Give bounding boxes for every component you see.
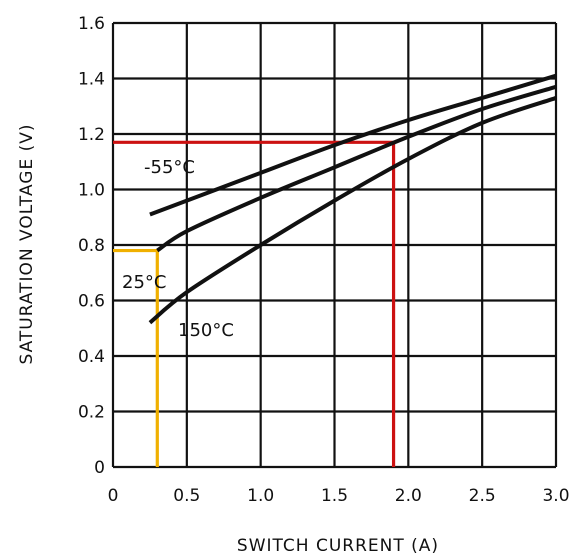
x-tick-label-2: 1.0 xyxy=(247,486,274,506)
y-tick-label-2: 0.4 xyxy=(78,347,105,367)
y-axis-label: SATURATION VOLTAGE (V) xyxy=(17,123,37,364)
y-tick-label-5: 1.0 xyxy=(78,181,105,201)
y-tick-label-4: 0.8 xyxy=(78,236,105,256)
y-tick-label-8: 1.6 xyxy=(78,14,105,34)
series-label-minus55: -55°C xyxy=(144,157,195,178)
x-tick-label-1: 0.5 xyxy=(173,486,200,506)
x-tick-label-0: 0 xyxy=(108,486,119,506)
y-tick-label-0: 0 xyxy=(94,458,105,478)
series-lines xyxy=(148,73,557,325)
series-label-25: 25°C xyxy=(122,272,166,293)
tick-labels: 0 0.5 1.0 1.5 2.0 2.5 3.0 0 0.2 0.4 0.6 0.8 1.0 1.2 1.… xyxy=(78,14,570,506)
series-line-1 xyxy=(156,84,557,253)
y-tick-label-3: 0.6 xyxy=(78,292,105,312)
x-tick-label-3: 1.5 xyxy=(321,486,348,506)
grid xyxy=(111,21,558,469)
series-line-0 xyxy=(149,73,557,217)
x-tick-label-4: 2.0 xyxy=(395,486,422,506)
series-label-150: 150°C xyxy=(178,320,234,341)
y-tick-label-1: 0.2 xyxy=(78,403,105,423)
series-line-2 xyxy=(148,96,557,325)
y-tick-label-7: 1.4 xyxy=(78,70,105,90)
x-axis-label: SWITCH CURRENT (A) xyxy=(237,536,439,556)
x-tick-label-5: 2.5 xyxy=(469,486,496,506)
x-tick-label-6: 3.0 xyxy=(542,486,569,506)
y-tick-label-6: 1.2 xyxy=(78,125,105,145)
